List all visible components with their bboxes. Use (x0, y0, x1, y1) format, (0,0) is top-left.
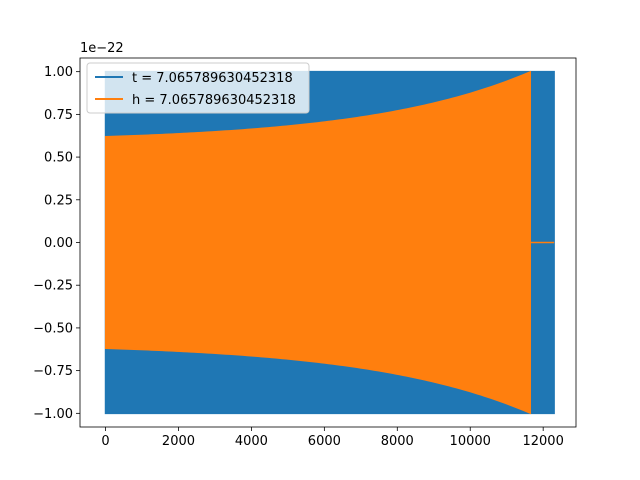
x-tick-label: 6000 (308, 434, 341, 449)
y-tick-label: −0.25 (33, 279, 73, 294)
legend: t = 7.065789630452318 h = 7.0657896304523… (86, 62, 310, 114)
y-tick-label: 0.25 (44, 193, 73, 208)
x-tick-label: 2000 (162, 434, 195, 449)
y-tick-label: 0.50 (44, 151, 73, 166)
x-tick-label: 10000 (450, 434, 491, 449)
legend-box (86, 62, 310, 114)
y-tick-label: 0.00 (44, 236, 73, 251)
y-tick-label: −0.75 (33, 364, 73, 379)
x-tick-label: 4000 (235, 434, 268, 449)
x-tick-label: 12000 (522, 434, 563, 449)
y-tick-label: 0.75 (44, 108, 73, 123)
x-tick-label: 8000 (381, 434, 414, 449)
plot-area (104, 70, 555, 415)
legend-label: t = 7.065789630452318 (132, 71, 293, 86)
y-tick-label: −1.00 (33, 407, 73, 422)
axes: 0 2000 4000 6000 8000 10000 12000 −1.00 −0.75 −0.… (33, 57, 577, 449)
series-h-band (104, 70, 532, 415)
y-scale-exponent: 1e−22 (80, 41, 124, 56)
x-tick-label: 0 (101, 434, 109, 449)
legend-label: h = 7.065789630452318 (132, 93, 296, 108)
y-tick-label: −0.50 (33, 321, 73, 336)
y-tick-label: 1.00 (44, 65, 73, 80)
